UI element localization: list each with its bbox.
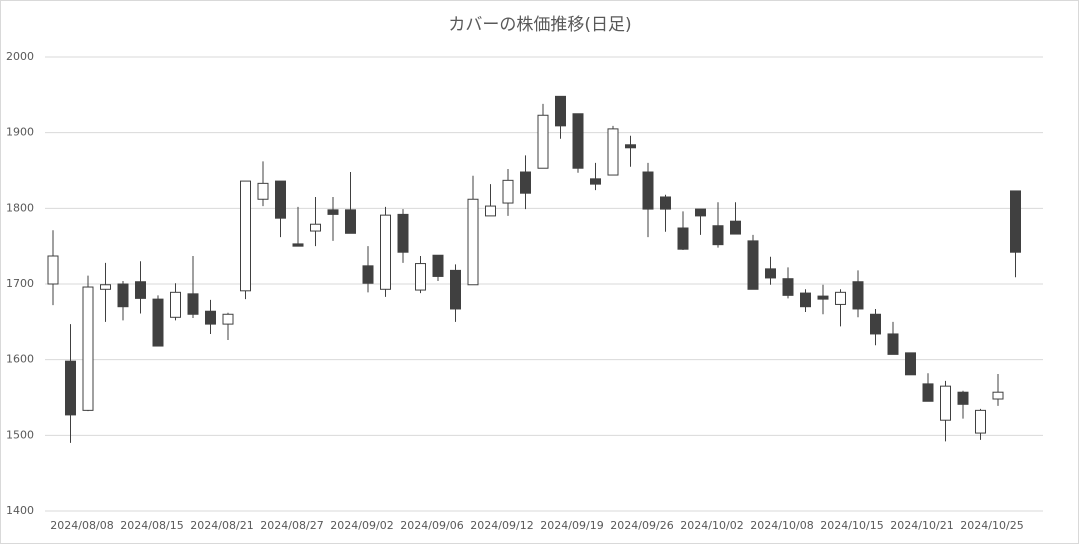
- x-tick-label: 2024/08/21: [190, 519, 253, 532]
- x-tick-label: 2024/10/21: [890, 519, 953, 532]
- candle-body: [187, 293, 199, 315]
- candle-body: [467, 198, 479, 286]
- candle-body: [327, 209, 339, 215]
- x-tick-label: 2024/09/12: [470, 519, 533, 532]
- candle-body: [502, 179, 514, 204]
- candle-body: [397, 213, 409, 253]
- y-tick-label: 1400: [6, 504, 34, 517]
- candle-body: [695, 208, 706, 217]
- x-tick-label: 2024/10/25: [960, 519, 1023, 532]
- candle-body: [677, 227, 689, 250]
- y-tick-label: 1600: [6, 353, 34, 366]
- candle-body: [222, 313, 234, 325]
- candle-body: [310, 223, 321, 232]
- candle-body: [520, 171, 531, 194]
- x-tick-label: 2024/08/27: [260, 519, 323, 532]
- candle-body: [275, 180, 286, 219]
- candle-body: [712, 225, 724, 246]
- x-tick-label: 2024/09/26: [610, 519, 673, 532]
- candle-body: [450, 269, 461, 310]
- candle-body: [135, 281, 146, 299]
- candle-body: [205, 310, 216, 325]
- candle-body: [625, 144, 636, 149]
- candle-body: [117, 283, 129, 308]
- candle-body: [485, 205, 496, 217]
- x-tick-label: 2024/10/15: [820, 519, 883, 532]
- y-tick-label: 1900: [6, 126, 34, 139]
- candle-body: [240, 180, 251, 292]
- x-tick-label: 2024/10/02: [680, 519, 743, 532]
- candle-body: [380, 214, 391, 290]
- candle-body: [922, 383, 934, 402]
- candle-body: [992, 391, 1004, 400]
- y-tick-label: 1500: [6, 428, 34, 441]
- candle-body: [292, 243, 304, 247]
- candle-body: [555, 95, 566, 127]
- candle-body: [782, 278, 794, 296]
- candle-body: [170, 291, 181, 318]
- candle-body: [257, 182, 269, 200]
- y-tick-label: 1700: [6, 277, 34, 290]
- candle-body: [642, 171, 654, 210]
- candle-body: [870, 313, 881, 335]
- candle-body: [1010, 190, 1021, 253]
- candle-body: [852, 281, 864, 310]
- candle-body: [152, 298, 164, 347]
- candle-body: [590, 178, 601, 185]
- candle-body: [572, 113, 584, 169]
- candle-body: [835, 291, 846, 305]
- x-tick-label: 2024/09/06: [400, 519, 463, 532]
- candle-body: [345, 209, 356, 234]
- candle-body: [82, 286, 94, 411]
- candle-body: [432, 254, 444, 277]
- y-tick-label: 2000: [6, 50, 34, 63]
- x-tick-label: 2024/08/15: [120, 519, 183, 532]
- candle-body: [800, 292, 811, 308]
- candle-body: [730, 220, 741, 235]
- candle-body: [887, 333, 899, 355]
- chart-title: カバーの株価推移(日足): [448, 15, 631, 35]
- x-tick-label: 2024/09/02: [330, 519, 393, 532]
- x-tick-label: 2024/09/19: [540, 519, 603, 532]
- candle-body: [940, 385, 951, 421]
- candle-body: [957, 391, 969, 405]
- candle-body: [415, 263, 426, 291]
- x-tick-label: 2024/10/08: [750, 519, 813, 532]
- candle-body: [537, 114, 549, 169]
- candle-body: [660, 196, 671, 210]
- candle-body: [362, 265, 374, 284]
- candle-body: [47, 255, 59, 285]
- candle-body: [607, 128, 619, 176]
- candle-body: [747, 240, 759, 290]
- x-tick-label: 2024/08/08: [50, 519, 113, 532]
- candle-body: [100, 284, 111, 290]
- y-tick-label: 1800: [6, 201, 34, 214]
- candle-body: [975, 409, 986, 434]
- candle-body: [817, 295, 829, 300]
- candle-body: [765, 268, 776, 279]
- candle-body: [65, 360, 76, 416]
- candle-body: [905, 352, 916, 376]
